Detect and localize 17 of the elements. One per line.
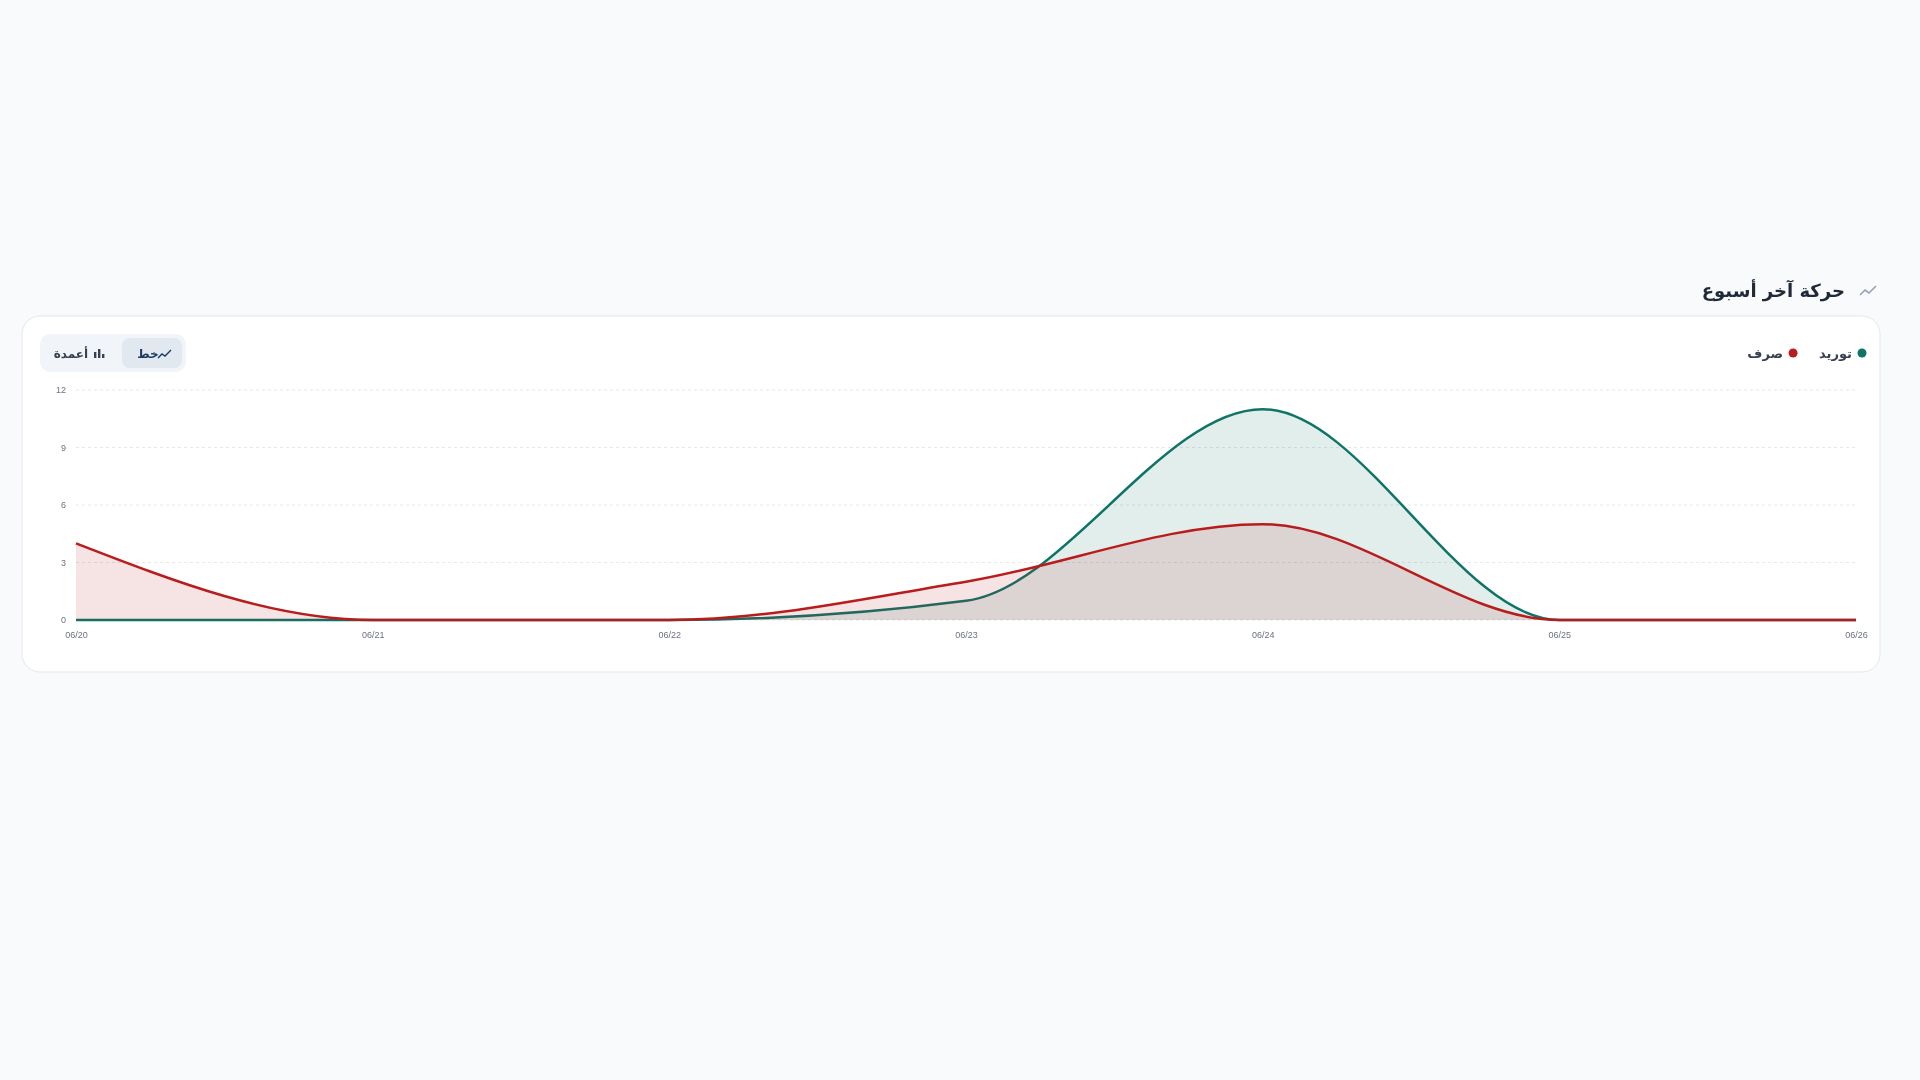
legend-label: توريد [1819, 346, 1852, 361]
x-tick-label: 06/24 [1251, 630, 1275, 641]
x-tick-label: 06/26 [1845, 630, 1868, 641]
x-tick-label: 06/22 [658, 630, 682, 641]
y-tick-label: 3 [60, 557, 66, 568]
y-tick-label: 0 [60, 615, 66, 626]
chart-title: حركة آخر أسبوع [1701, 279, 1845, 302]
text: أعمدة [53, 346, 88, 361]
x-tick-label: 06/21 [361, 630, 385, 641]
y-tick-label: 6 [60, 500, 66, 511]
x-tick-label: 06/25 [1548, 630, 1572, 641]
x-tick-label: 06/20 [65, 630, 88, 641]
text: خط [137, 347, 159, 361]
legend-label: صرف [1747, 346, 1784, 361]
y-tick-label: 9 [60, 442, 66, 453]
x-tick-label: 06/23 [955, 630, 978, 641]
y-tick-label: 12 [55, 385, 66, 396]
